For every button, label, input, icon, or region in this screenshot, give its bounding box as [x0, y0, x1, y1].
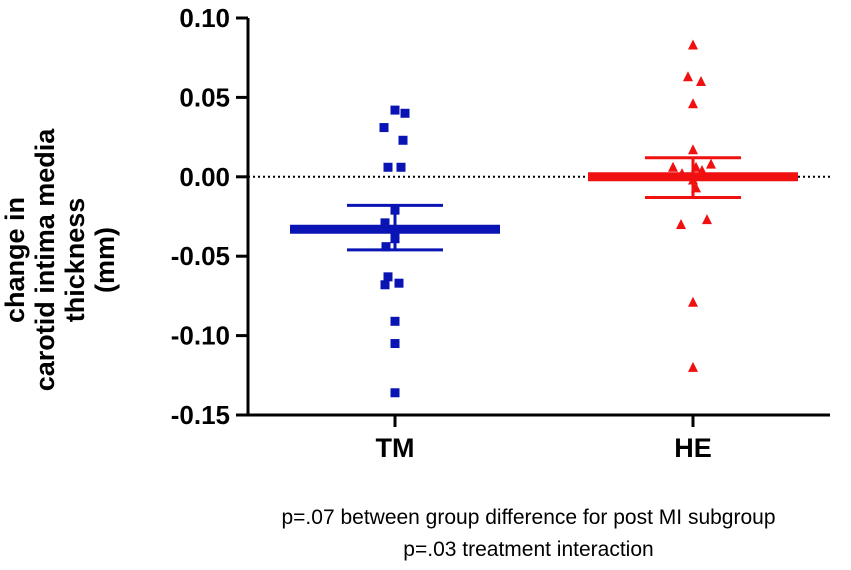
data-point — [677, 168, 687, 179]
data-point — [379, 123, 389, 133]
data-point — [683, 71, 693, 82]
y-tick-label: -0.10 — [171, 321, 230, 351]
data-point — [398, 135, 408, 145]
data-point — [394, 278, 404, 288]
data-point — [380, 280, 390, 290]
data-point — [688, 144, 698, 155]
data-point — [697, 164, 707, 175]
data-point — [396, 162, 406, 172]
data-point — [390, 205, 400, 215]
data-point — [702, 214, 712, 225]
y-tick-label: 0.10 — [179, 3, 230, 33]
data-point — [380, 218, 390, 228]
data-point — [390, 105, 400, 115]
y-tick-label: -0.05 — [171, 241, 230, 271]
data-point — [696, 76, 706, 87]
data-point — [390, 226, 400, 236]
data-point — [390, 316, 400, 326]
data-point — [691, 161, 701, 172]
x-tick-label: HE — [674, 433, 712, 463]
y-tick-label: -0.15 — [171, 400, 230, 430]
data-point — [691, 182, 701, 193]
data-point — [381, 242, 391, 252]
data-point — [390, 234, 400, 244]
y-tick-label: 0.05 — [179, 82, 230, 112]
data-point — [688, 174, 698, 185]
x-tick-label: TM — [376, 433, 415, 463]
data-point — [383, 162, 393, 172]
data-point — [688, 361, 698, 372]
data-point — [390, 388, 400, 398]
data-point — [688, 98, 698, 109]
note-line-1: p=.07 between group difference for post … — [281, 506, 776, 529]
data-point — [400, 108, 410, 118]
data-point — [688, 39, 698, 50]
data-point — [688, 296, 698, 307]
data-point — [383, 272, 393, 282]
note-line-2: p=.03 treatment interaction — [403, 538, 654, 561]
data-point — [706, 158, 716, 169]
data-point — [668, 161, 678, 172]
y-tick-label: 0.00 — [179, 162, 230, 192]
data-point — [390, 339, 400, 349]
data-point — [676, 218, 686, 229]
